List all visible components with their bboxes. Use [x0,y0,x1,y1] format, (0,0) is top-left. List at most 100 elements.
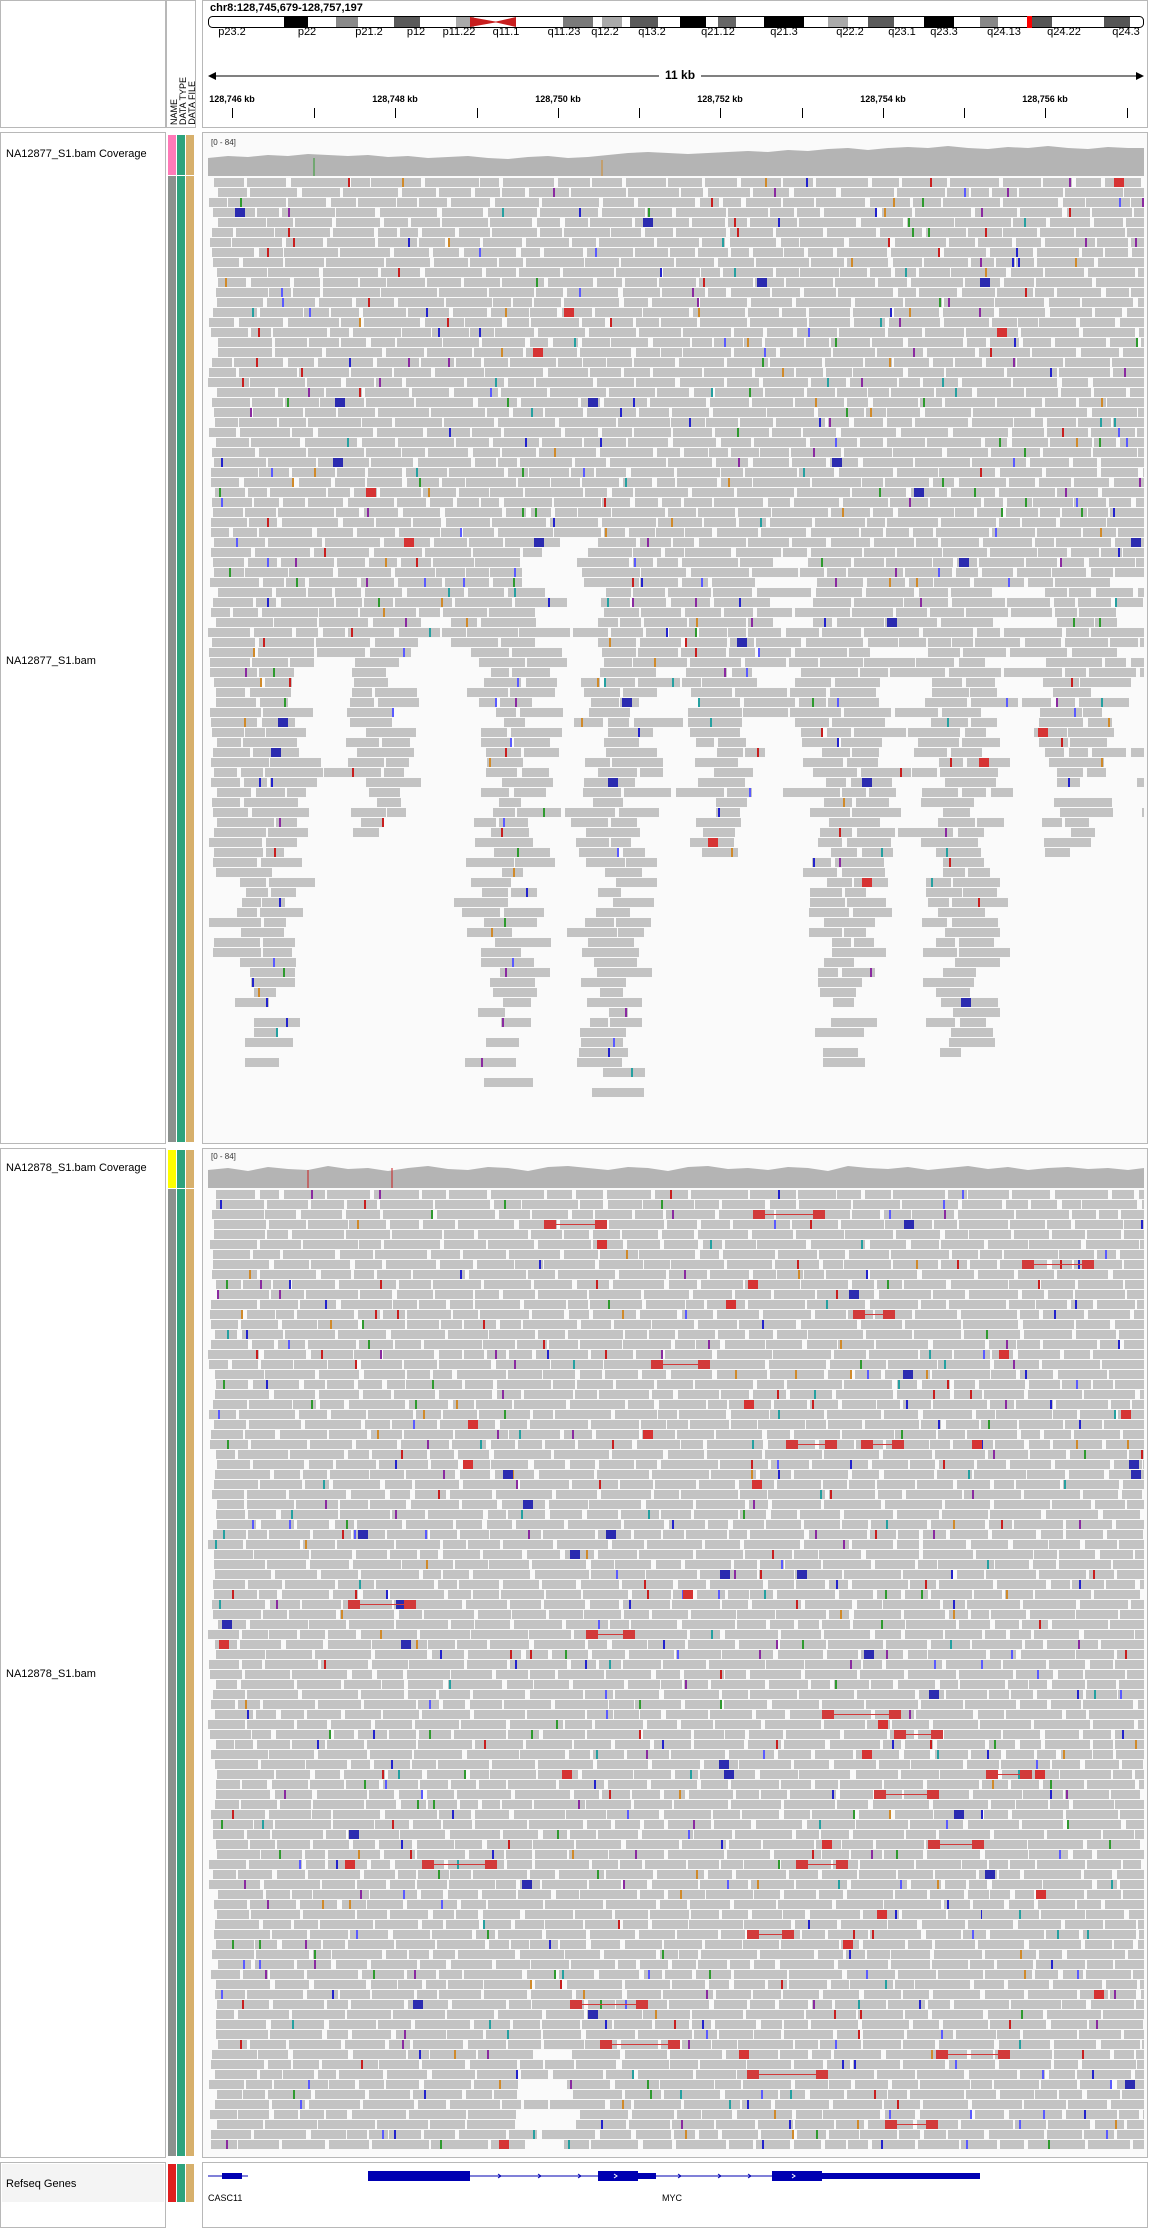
aligned-read[interactable] [578,1048,629,1057]
aligned-read[interactable] [441,208,484,217]
aligned-read[interactable] [561,308,593,317]
aligned-read[interactable] [536,218,561,227]
aligned-read[interactable] [474,1710,525,1719]
aligned-read[interactable] [699,318,747,327]
aligned-read[interactable] [814,518,866,527]
aligned-read[interactable] [750,1880,795,1889]
aligned-read[interactable] [656,238,699,247]
aligned-read[interactable] [769,1200,797,1209]
aligned-read[interactable] [826,568,847,577]
aligned-read[interactable] [839,328,886,337]
aligned-read[interactable] [661,1460,719,1469]
aligned-read[interactable] [644,1860,686,1869]
aligned-read[interactable] [427,1510,484,1519]
aligned-read[interactable] [657,448,681,457]
aligned-read[interactable] [671,1750,726,1759]
aligned-read[interactable] [772,428,801,437]
aligned-read[interactable] [214,1220,267,1229]
aligned-read[interactable] [524,1390,574,1399]
aligned-read[interactable] [853,368,904,377]
aligned-read[interactable] [685,638,728,647]
aligned-read[interactable] [777,1750,812,1759]
aligned-read[interactable] [610,1018,642,1027]
aligned-read[interactable] [493,438,540,447]
aligned-read[interactable] [374,1720,412,1729]
aligned-read[interactable] [281,1590,330,1599]
aligned-read[interactable] [682,558,739,567]
aligned-read[interactable] [370,1980,398,1989]
aligned-read[interactable] [801,1280,848,1289]
aligned-read[interactable] [715,1720,761,1729]
aligned-read[interactable] [568,1310,589,1319]
aligned-read[interactable] [695,1500,746,1509]
aligned-read[interactable] [336,1960,368,1969]
aligned-read[interactable] [922,2100,968,2109]
aligned-read[interactable] [381,738,411,747]
aligned-read[interactable] [592,1310,636,1319]
aligned-read[interactable] [931,688,970,697]
aligned-read[interactable] [1044,268,1085,277]
aligned-read[interactable] [841,1520,868,1529]
aligned-read[interactable] [571,1480,618,1489]
aligned-read[interactable] [818,978,863,987]
aligned-read[interactable] [1006,1710,1062,1719]
aligned-read[interactable] [254,1550,309,1559]
aligned-read[interactable] [313,1890,369,1899]
aligned-read[interactable] [718,1330,746,1339]
aligned-read[interactable] [530,1670,555,1679]
aligned-read[interactable] [1018,1270,1054,1279]
aligned-read[interactable] [584,1690,614,1699]
aligned-read[interactable] [263,578,284,587]
aligned-read[interactable] [991,528,1035,537]
aligned-read[interactable] [292,2010,346,2019]
aligned-read[interactable] [294,218,332,227]
aligned-read[interactable] [391,1230,443,1239]
aligned-read[interactable] [999,488,1055,497]
aligned-read[interactable] [852,908,893,917]
aligned-read[interactable] [672,538,694,547]
aligned-read[interactable] [871,1460,908,1469]
aligned-read[interactable] [341,1900,366,1909]
aligned-read[interactable] [475,458,496,467]
aligned-read[interactable] [671,1260,725,1269]
aligned-read[interactable] [470,328,494,337]
aligned-read[interactable] [364,588,403,597]
aligned-read[interactable] [335,598,363,607]
aligned-read[interactable] [1047,1830,1102,1839]
aligned-read[interactable] [308,338,339,347]
aligned-read[interactable] [294,278,321,287]
aligned-read[interactable] [389,1910,428,1919]
aligned-read[interactable] [334,478,365,487]
aligned-read[interactable] [211,1750,268,1759]
aligned-read[interactable] [693,1740,744,1749]
aligned-read[interactable] [1039,478,1072,487]
aligned-read[interactable] [939,1580,993,1589]
aligned-read[interactable] [1137,298,1144,307]
aligned-read[interactable] [388,2040,410,2049]
aligned-read[interactable] [315,638,371,647]
aligned-read[interactable] [457,498,479,507]
aligned-read[interactable] [731,668,752,677]
aligned-read[interactable] [208,838,263,847]
aligned-read[interactable] [466,378,505,387]
aligned-read[interactable] [981,1780,1009,1789]
aligned-read[interactable] [989,1400,1014,1409]
aligned-read[interactable] [407,1900,457,1909]
aligned-read[interactable] [359,2080,384,2089]
aligned-read[interactable] [1013,1230,1050,1239]
aligned-read[interactable] [1110,508,1144,517]
aligned-read[interactable] [559,1940,587,1949]
aligned-read[interactable] [899,378,921,387]
aligned-read[interactable] [389,1550,418,1559]
aligned-read[interactable] [721,468,743,477]
aligned-read[interactable] [433,1280,481,1289]
aligned-read[interactable] [895,1230,940,1239]
aligned-read[interactable] [610,228,641,237]
aligned-read[interactable] [745,1280,800,1289]
aligned-read[interactable] [709,448,729,457]
aligned-read[interactable] [737,1610,775,1619]
aligned-read[interactable] [216,1940,254,1949]
aligned-read[interactable] [869,1240,906,1249]
aligned-read[interactable] [240,1680,295,1689]
aligned-read[interactable] [674,2130,695,2139]
